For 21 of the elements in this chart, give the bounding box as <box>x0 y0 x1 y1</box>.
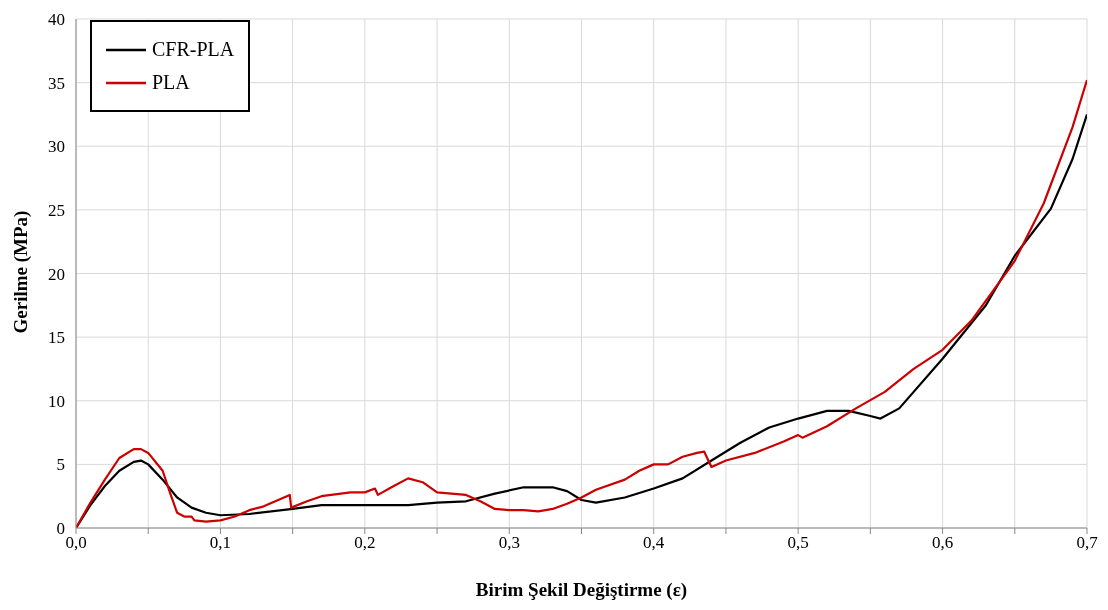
x-axis-title: Birim Şekil Değiştirme (ε) <box>475 579 688 601</box>
y-tick-label: 15 <box>48 328 65 348</box>
y-tick-label: 5 <box>56 455 65 475</box>
y-tick-label: 30 <box>48 137 65 157</box>
y-axis-title: Gerilme (MPa) <box>9 210 32 334</box>
legend-label: CFR-PLA <box>152 38 235 61</box>
x-tick-label: 0,1 <box>209 533 232 553</box>
x-tick-label: 0,4 <box>643 533 665 553</box>
x-tick-label: 0,5 <box>787 533 809 553</box>
x-tick-label: 0,3 <box>498 533 520 553</box>
y-tick-label: 10 <box>48 391 65 411</box>
x-tick-label: 0,2 <box>354 533 376 553</box>
y-tick-label: 20 <box>48 264 65 284</box>
x-tick-label: 0,0 <box>65 533 87 553</box>
legend-label: PLA <box>152 71 190 94</box>
y-tick-label: 35 <box>48 73 65 93</box>
y-tick-label: 0 <box>56 519 65 538</box>
x-tick-label: 0,6 <box>931 533 954 553</box>
y-tick-label: 25 <box>48 200 65 220</box>
x-tick-label: 0,7 <box>1076 533 1099 553</box>
y-tick-label: 40 <box>48 10 65 29</box>
